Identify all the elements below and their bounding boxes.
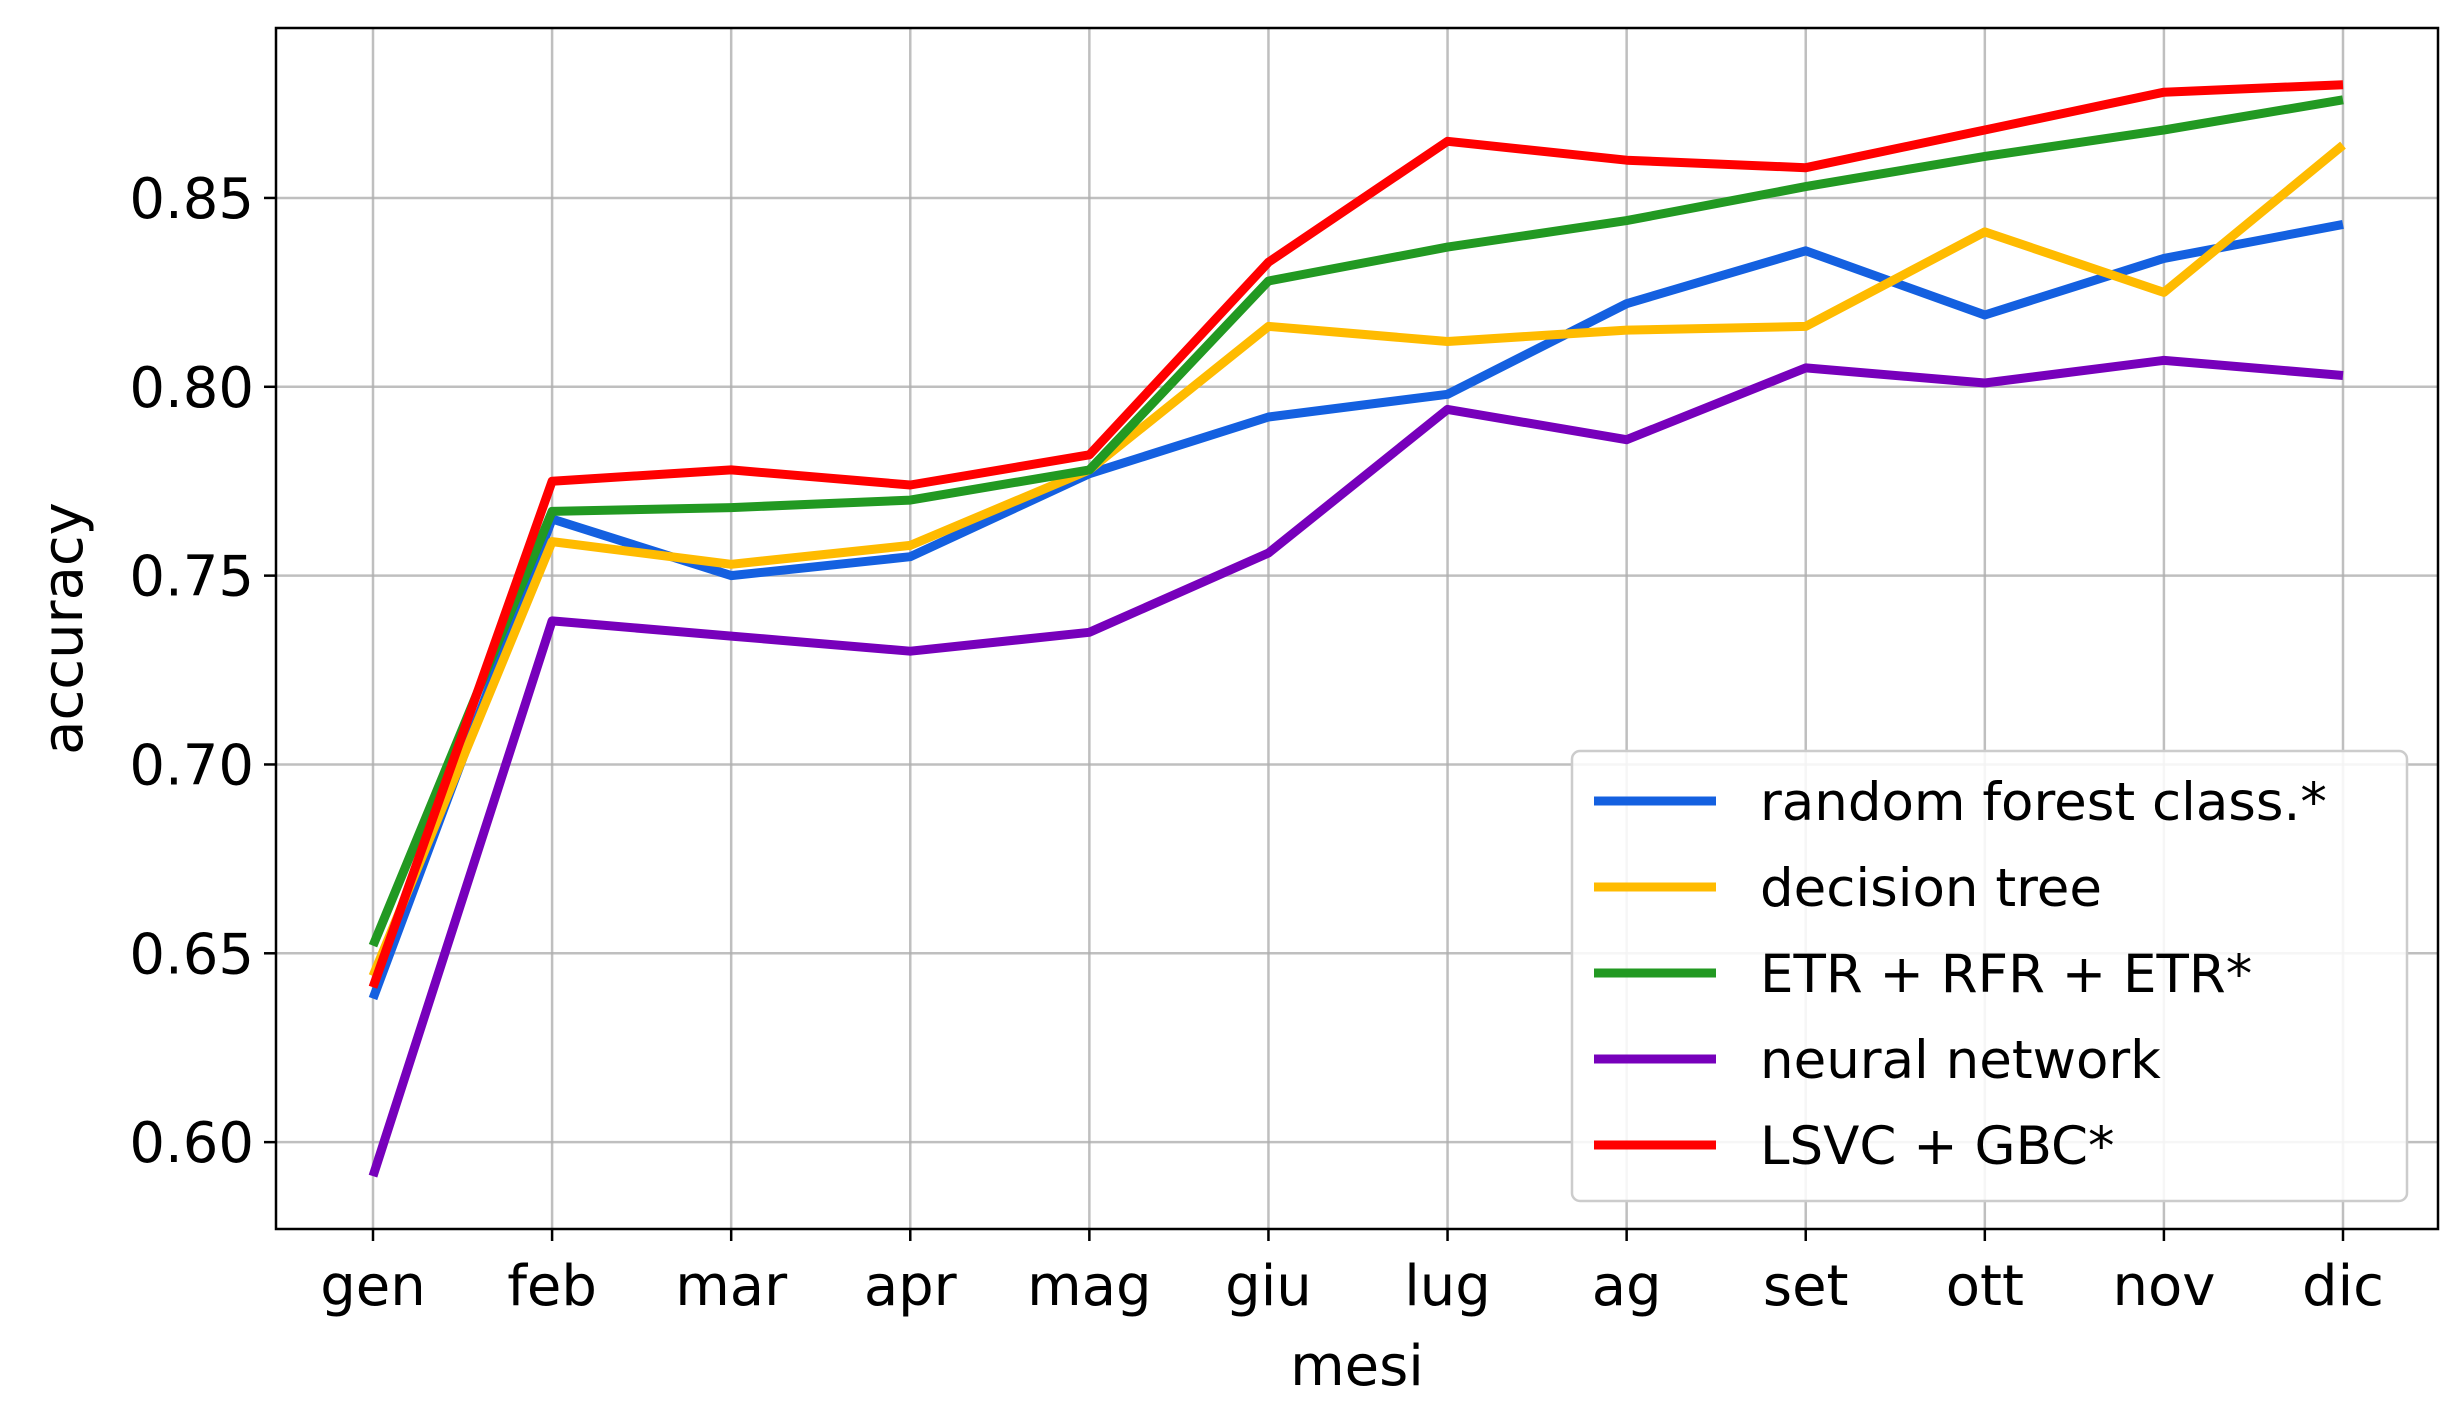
y-tick-label: 0.70 [129,733,254,798]
y-tick-label: 0.60 [129,1111,254,1176]
y-tick-label: 0.65 [129,922,254,987]
x-tick-label: mar [675,1254,788,1319]
x-tick-label: apr [864,1254,958,1319]
series-line-4 [368,355,2344,1178]
x-tick-label: gen [320,1254,426,1319]
legend: random forest class.* decision tree ETR + … [1570,749,2409,1203]
y-axis-label: accuracy [31,502,96,755]
legend-label: LSVC + GBC* [1760,1116,2115,1177]
series-line-3 [368,95,2344,948]
x-tick-label: ag [1592,1254,1662,1319]
axis-ticks: gen feb mar apr mag giu lug ag set ott nov dic 0.60 0… [129,167,2384,1319]
x-tick-label: nov [2112,1254,2215,1319]
legend-label: decision tree [1760,858,2102,919]
x-tick-label: giu [1225,1254,1312,1319]
series-lines [368,80,2346,1178]
y-tick-label: 0.85 [129,167,254,232]
series-line-5 [368,80,2344,989]
x-tick-label: lug [1404,1254,1491,1319]
x-tick-label: mag [1027,1254,1151,1319]
y-tick-label: 0.75 [129,545,254,610]
y-tick-label: 0.80 [129,356,254,421]
legend-label: random forest class.* [1760,772,2327,833]
legend-label: ETR + RFR + ETR* [1760,944,2252,1005]
x-tick-label: dic [2302,1254,2384,1319]
x-tick-label: feb [507,1254,597,1319]
x-axis-label: mesi [1290,1334,1424,1399]
series-line-1 [368,219,2344,1001]
series-line-2 [368,141,2346,978]
x-tick-label: set [1763,1254,1849,1319]
plot-frame [274,26,2440,1231]
x-tick-label: ott [1946,1254,2024,1319]
legend-label: neural network [1760,1030,2161,1091]
legend-box [1570,749,2409,1203]
